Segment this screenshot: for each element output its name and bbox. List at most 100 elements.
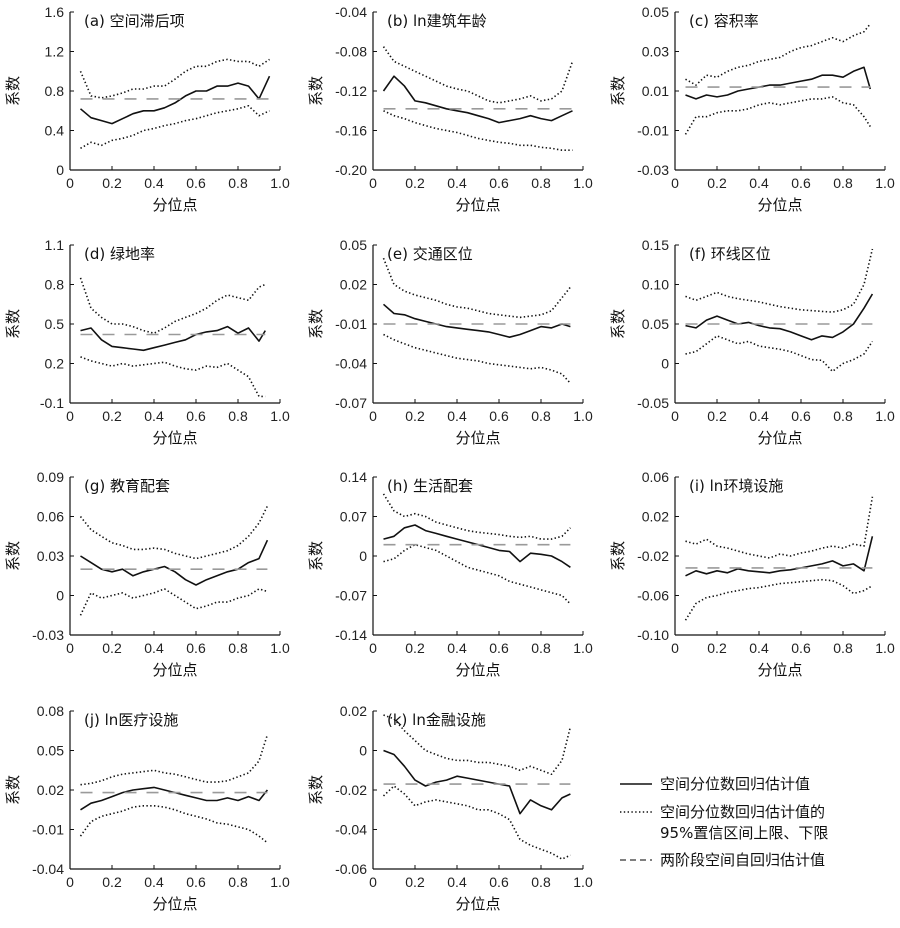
y-tick-label: 0 xyxy=(56,588,64,604)
y-tick-label: 0.05 xyxy=(37,743,64,759)
y-axis-label: 系数 xyxy=(4,541,22,571)
series-line-dotted-2 xyxy=(382,493,571,540)
x-tick-label: 1.0 xyxy=(875,175,895,191)
series-line-solid-1 xyxy=(685,293,874,341)
series-line-dotted-3 xyxy=(383,543,571,605)
y-tick-label: -0.12 xyxy=(335,83,367,99)
x-axis-label: 分位点 xyxy=(152,895,197,913)
y-axis-label: 系数 xyxy=(4,76,22,106)
y-tick-label: 0.05 xyxy=(642,4,669,20)
x-tick-label: 0 xyxy=(369,408,377,424)
x-tick-label: 0 xyxy=(66,874,74,890)
y-tick-label: -0.14 xyxy=(335,627,367,643)
x-tick-label: 0.2 xyxy=(102,408,122,424)
series-line-dotted-3 xyxy=(383,333,571,384)
y-tick-label: 0.06 xyxy=(37,509,64,525)
series-line-dotted-3 xyxy=(80,105,270,149)
y-tick-label: -0.01 xyxy=(335,316,367,332)
panel-title: (i) ln环境设施 xyxy=(689,477,783,495)
x-axis-label: 分位点 xyxy=(455,196,500,214)
panel-title: (h) 生活配套 xyxy=(387,477,473,495)
y-tick-label: -0.03 xyxy=(32,627,64,643)
y-tick-label: -0.07 xyxy=(335,395,367,411)
series-line-solid-1 xyxy=(80,786,269,811)
panel-title: (e) 交通区位 xyxy=(387,245,473,263)
x-tick-label: 0.2 xyxy=(707,408,727,424)
y-tick-label: 0.4 xyxy=(45,123,65,139)
y-tick-label: -0.01 xyxy=(32,822,64,838)
x-tick-label: 1.0 xyxy=(573,408,593,424)
panel-title: (f) 环线区位 xyxy=(689,245,771,263)
x-axis-label: 分位点 xyxy=(152,429,197,447)
y-tick-label: 0.03 xyxy=(642,44,669,60)
series-line-dotted-2 xyxy=(685,23,871,86)
x-axis-label: 分位点 xyxy=(152,661,197,679)
x-tick-label: 0.6 xyxy=(791,175,811,191)
series-line-solid-1 xyxy=(382,303,571,339)
x-tick-label: 0.4 xyxy=(144,408,164,424)
series-line-dotted-2 xyxy=(685,496,874,559)
y-tick-label: 0.02 xyxy=(642,509,669,525)
y-axis-label: 系数 xyxy=(4,775,22,805)
series-line-dotted-3 xyxy=(684,578,873,621)
y-tick-label: -0.02 xyxy=(335,782,367,798)
panel-title: (c) 容积率 xyxy=(689,12,759,30)
x-tick-label: 0.8 xyxy=(531,175,551,191)
series-line-solid-1 xyxy=(382,75,573,124)
x-tick-label: 0.4 xyxy=(447,640,467,656)
series-line-dotted-2 xyxy=(79,505,269,560)
y-tick-label: -0.1 xyxy=(40,395,64,411)
x-tick-label: 1.0 xyxy=(270,408,290,424)
y-tick-label: 0.06 xyxy=(642,469,669,485)
x-tick-label: 0.8 xyxy=(531,874,551,890)
y-tick-label: 0.15 xyxy=(642,237,669,253)
x-tick-label: 0 xyxy=(66,640,74,656)
y-tick-label: 0.14 xyxy=(340,469,367,485)
y-tick-label: -0.04 xyxy=(32,861,64,877)
x-tick-label: 1.0 xyxy=(573,874,593,890)
series-line-solid-1 xyxy=(685,66,872,100)
legend-ci-label-2: 95%置信区间上限、下限 xyxy=(660,824,828,842)
x-tick-label: 0.8 xyxy=(228,408,248,424)
chart-panel-11: -0.06 -0.04 -0.02 0 0.02 0 0.2 0.4 0.6 0.8 1.0 (k) … xyxy=(307,703,593,913)
series-line-dotted-3 xyxy=(79,588,268,616)
series-line-dotted-2 xyxy=(383,714,572,776)
panel-title: (d) 绿地率 xyxy=(84,245,155,263)
legend-est-label: 空间分位数回归估计值 xyxy=(660,775,810,793)
y-axis-label: 系数 xyxy=(609,309,627,339)
y-tick-label: 0.01 xyxy=(642,83,669,99)
panel-title: (j) ln医疗设施 xyxy=(84,711,178,729)
x-tick-label: 0.6 xyxy=(489,408,509,424)
chart-panel-9: -0.10 -0.06 -0.02 0.02 0.06 0 0.2 0.4 0.6 0.8 1.0 (… xyxy=(609,469,895,679)
y-tick-label: 0.5 xyxy=(45,316,65,332)
x-tick-label: 0.4 xyxy=(749,640,769,656)
x-tick-label: 0.6 xyxy=(186,874,206,890)
x-tick-label: 1.0 xyxy=(875,640,895,656)
y-tick-label: -0.06 xyxy=(637,588,669,604)
x-tick-label: 0 xyxy=(369,874,377,890)
y-axis-label: 系数 xyxy=(307,541,325,571)
series-line-dotted-3 xyxy=(685,335,874,373)
y-tick-label: -0.02 xyxy=(637,548,669,564)
chart-panel-2: -0.20 -0.16 -0.12 -0.08 -0.04 0 0.2 0.4 0.6 0.8 1.… xyxy=(307,4,593,214)
series-line-dotted-3 xyxy=(383,110,573,151)
y-tick-label: 0.05 xyxy=(340,237,367,253)
x-tick-label: 0.4 xyxy=(144,640,164,656)
panel-title: (a) 空间滞后项 xyxy=(84,12,185,30)
y-tick-label: -0.04 xyxy=(335,356,367,372)
series-line-solid-1 xyxy=(80,539,269,586)
x-tick-label: 0.4 xyxy=(447,175,467,191)
x-axis-label: 分位点 xyxy=(152,196,197,214)
chart-panel-10: -0.04 -0.01 0.02 0.05 0.08 0 0.2 0.4 0.6 0.8 1.0 (j… xyxy=(4,703,290,913)
x-tick-label: 0.8 xyxy=(833,408,853,424)
panels-group: 0 0.4 0.8 1.2 1.6 0 0.2 0.4 0.6 0.8 1.0 (a) 空间滞后项分位… xyxy=(4,4,895,913)
x-tick-label: 0.4 xyxy=(144,175,164,191)
series-line-solid-1 xyxy=(79,75,271,125)
y-tick-label: 0.8 xyxy=(45,83,65,99)
x-tick-label: 0.2 xyxy=(405,640,425,656)
y-tick-label: 0.08 xyxy=(37,703,64,719)
y-tick-label: 0.10 xyxy=(642,277,669,293)
y-tick-label: 0.03 xyxy=(37,548,64,564)
